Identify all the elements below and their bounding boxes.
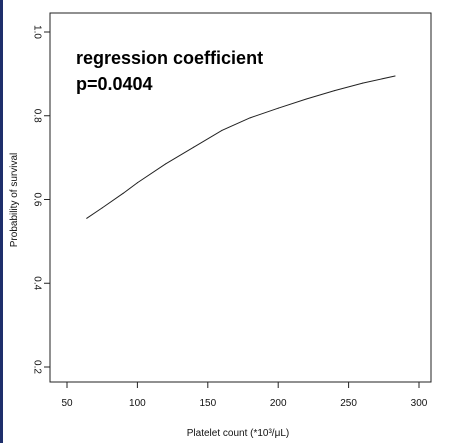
x-tick-label: 200 — [270, 398, 287, 409]
curve-point — [101, 207, 103, 209]
x-axis-label: Platelet count (*10³/μL) — [187, 428, 289, 439]
curve-point — [305, 98, 307, 100]
curve-point — [277, 107, 279, 109]
curve-point — [165, 163, 167, 165]
x-axis: 50 100 150 200 250 300 — [61, 381, 428, 409]
curve-point — [394, 75, 396, 77]
survival-curve-line — [86, 75, 396, 219]
x-tick-label: 100 — [129, 398, 146, 409]
y-tick-label: 0.2 — [31, 360, 42, 374]
y-tick-label: 0.4 — [31, 276, 42, 290]
y-axis-label: Probability of survival — [9, 153, 20, 247]
curve-point — [334, 90, 336, 92]
y-tick-label: 0.6 — [31, 193, 42, 207]
curve-points — [86, 75, 396, 219]
curve-point — [136, 182, 138, 184]
slide-left-border — [0, 0, 3, 443]
curve-point — [122, 192, 124, 194]
curve-point — [86, 217, 88, 219]
x-tick-label: 50 — [61, 398, 73, 409]
annotation-p-value: p=0.0404 — [76, 74, 153, 94]
x-tick-label: 250 — [340, 398, 357, 409]
curve-point — [193, 146, 195, 148]
curve-point — [221, 129, 223, 131]
y-tick-label: 1.0 — [31, 25, 42, 39]
y-tick-label: 0.8 — [31, 109, 42, 123]
x-tick-label: 150 — [199, 398, 216, 409]
curve-point — [249, 117, 251, 119]
x-tick-label: 300 — [411, 398, 428, 409]
y-axis: 0.2 0.4 0.6 0.8 1.0 — [31, 25, 51, 374]
curve-point — [362, 82, 364, 84]
annotation-regression-coefficient: regression coefficient — [76, 48, 263, 68]
plot-frame — [49, 12, 432, 383]
